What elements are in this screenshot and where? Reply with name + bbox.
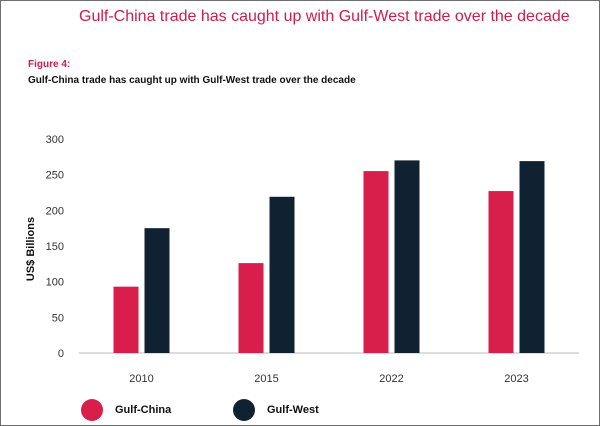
- x-tick-label: 2022: [379, 373, 403, 385]
- bar-gulf-china-2010: [113, 286, 139, 353]
- legend-label-gulf-china: Gulf-China: [115, 404, 172, 416]
- bar-gulf-china-2023: [488, 191, 514, 353]
- y-tick-label: 200: [46, 205, 64, 217]
- bar-gulf-west-2023: [519, 161, 545, 353]
- y-tick-label: 100: [46, 277, 64, 289]
- y-tick-label: 250: [46, 170, 64, 182]
- legend-swatch-gulf-west: [233, 399, 255, 421]
- x-tick-label: 2015: [254, 373, 278, 385]
- figure-label: Figure 4:: [28, 59, 71, 70]
- bar-gulf-china-2022: [363, 171, 389, 353]
- y-tick-label: 300: [46, 134, 64, 146]
- y-tick-label: 50: [52, 312, 64, 324]
- legend-gulf-china: Gulf-China: [81, 398, 171, 422]
- y-tick-label: 0: [58, 348, 64, 360]
- x-tick-label: 2010: [129, 373, 153, 385]
- legend-swatch-gulf-china: [81, 399, 103, 421]
- bar-gulf-west-2022: [394, 160, 420, 353]
- bar-gulf-west-2010: [144, 228, 170, 353]
- figure-title: Gulf-China trade has caught up with Gulf…: [28, 75, 356, 86]
- y-axis-label: US$ Billions: [25, 217, 37, 281]
- legend-label-gulf-west: Gulf-West: [267, 404, 319, 416]
- x-tick-label: 2023: [504, 373, 528, 385]
- bar-gulf-west-2015: [269, 196, 295, 353]
- legend-gulf-west: Gulf-West: [233, 398, 319, 422]
- headline: Gulf-China trade has caught up with Gulf…: [79, 8, 570, 25]
- y-tick-label: 150: [46, 241, 64, 253]
- bar-gulf-china-2015: [238, 263, 264, 353]
